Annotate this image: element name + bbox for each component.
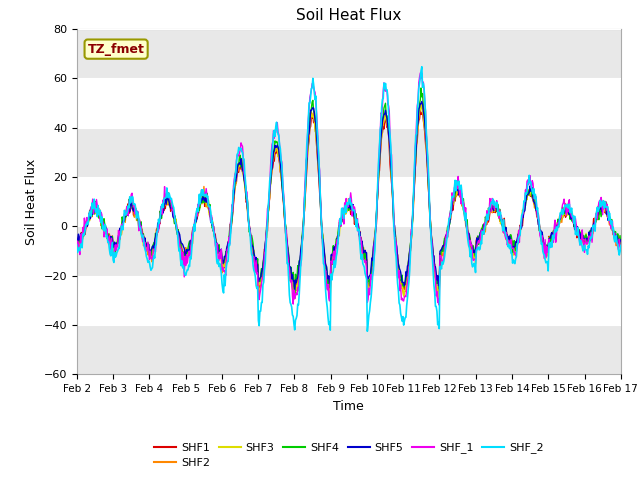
Line: SHF_2: SHF_2 <box>77 67 621 331</box>
SHF_1 <box>435 302 443 308</box>
SHF_1 <box>223 250 230 255</box>
SHF3 <box>223 252 230 258</box>
SHF_2 <box>194 209 202 215</box>
SHF_1 <box>417 70 424 76</box>
SHF1 <box>416 116 424 122</box>
SHF2 <box>73 242 81 248</box>
SHF_1 <box>194 202 202 207</box>
SHF2 <box>223 250 230 255</box>
SHF_2 <box>617 242 625 248</box>
SHF4 <box>433 277 440 283</box>
SHF4 <box>223 251 230 256</box>
SHF5 <box>433 270 440 276</box>
SHF_2 <box>416 80 424 86</box>
SHF3 <box>617 244 625 250</box>
SHF4 <box>194 209 202 215</box>
SHF_2 <box>83 222 90 228</box>
SHF1 <box>617 240 625 246</box>
Line: SHF3: SHF3 <box>77 104 621 298</box>
SHF_1 <box>415 80 422 85</box>
Line: SHF2: SHF2 <box>77 105 621 299</box>
SHF2 <box>83 225 90 230</box>
SHF3 <box>139 235 147 240</box>
SHF2 <box>431 276 439 282</box>
SHF4 <box>139 237 147 243</box>
SHF3 <box>83 217 90 223</box>
SHF2 <box>417 102 425 108</box>
SHF_2 <box>433 304 440 310</box>
Y-axis label: Soil Heat Flux: Soil Heat Flux <box>25 158 38 245</box>
SHF3 <box>416 109 424 115</box>
SHF4 <box>83 220 90 226</box>
SHF3 <box>433 278 440 284</box>
SHF5 <box>617 239 625 245</box>
Line: SHF4: SHF4 <box>77 88 621 294</box>
SHF_2 <box>418 64 426 70</box>
Bar <box>77 325 621 374</box>
SHF4 <box>417 85 425 91</box>
SHF_2 <box>139 232 147 238</box>
SHF5 <box>418 98 426 104</box>
SHF5 <box>223 246 230 252</box>
Line: SHF5: SHF5 <box>77 101 621 290</box>
SHF5 <box>83 220 90 226</box>
SHF5 <box>416 105 424 110</box>
SHF3 <box>194 211 202 217</box>
SHF4 <box>617 242 625 248</box>
X-axis label: Time: Time <box>333 400 364 413</box>
SHF3 <box>326 295 334 301</box>
SHF1 <box>223 248 230 254</box>
SHF4 <box>73 238 81 244</box>
Line: SHF_1: SHF_1 <box>77 73 621 305</box>
SHF5 <box>291 288 298 293</box>
SHF4 <box>291 291 298 297</box>
Legend: SHF1, SHF2, SHF3, SHF4, SHF5, SHF_1, SHF_2: SHF1, SHF2, SHF3, SHF4, SHF5, SHF_1, SHF… <box>150 438 548 472</box>
Bar <box>77 128 621 177</box>
SHF2 <box>415 113 422 119</box>
SHF_1 <box>431 274 439 280</box>
SHF_1 <box>617 246 625 252</box>
Bar <box>77 29 621 78</box>
SHF2 <box>434 296 442 301</box>
SHF_1 <box>73 243 81 249</box>
SHF2 <box>139 229 147 235</box>
Line: SHF1: SHF1 <box>77 110 621 294</box>
SHF5 <box>139 232 147 238</box>
SHF1 <box>433 279 440 285</box>
SHF3 <box>417 101 425 107</box>
SHF1 <box>83 223 90 228</box>
SHF1 <box>73 235 81 240</box>
SHF_1 <box>83 215 90 220</box>
SHF2 <box>194 213 202 218</box>
Bar <box>77 226 621 276</box>
SHF3 <box>73 236 81 241</box>
SHF1 <box>194 211 202 217</box>
SHF_1 <box>139 239 147 245</box>
SHF2 <box>617 240 625 246</box>
SHF_2 <box>364 328 371 334</box>
SHF_2 <box>73 242 81 248</box>
SHF_2 <box>223 262 230 268</box>
SHF5 <box>73 237 81 242</box>
Text: TZ_fmet: TZ_fmet <box>88 43 145 56</box>
SHF1 <box>291 291 298 297</box>
Title: Soil Heat Flux: Soil Heat Flux <box>296 9 401 24</box>
SHF5 <box>194 210 202 216</box>
SHF1 <box>139 231 147 237</box>
SHF4 <box>416 101 424 107</box>
SHF1 <box>417 107 424 113</box>
